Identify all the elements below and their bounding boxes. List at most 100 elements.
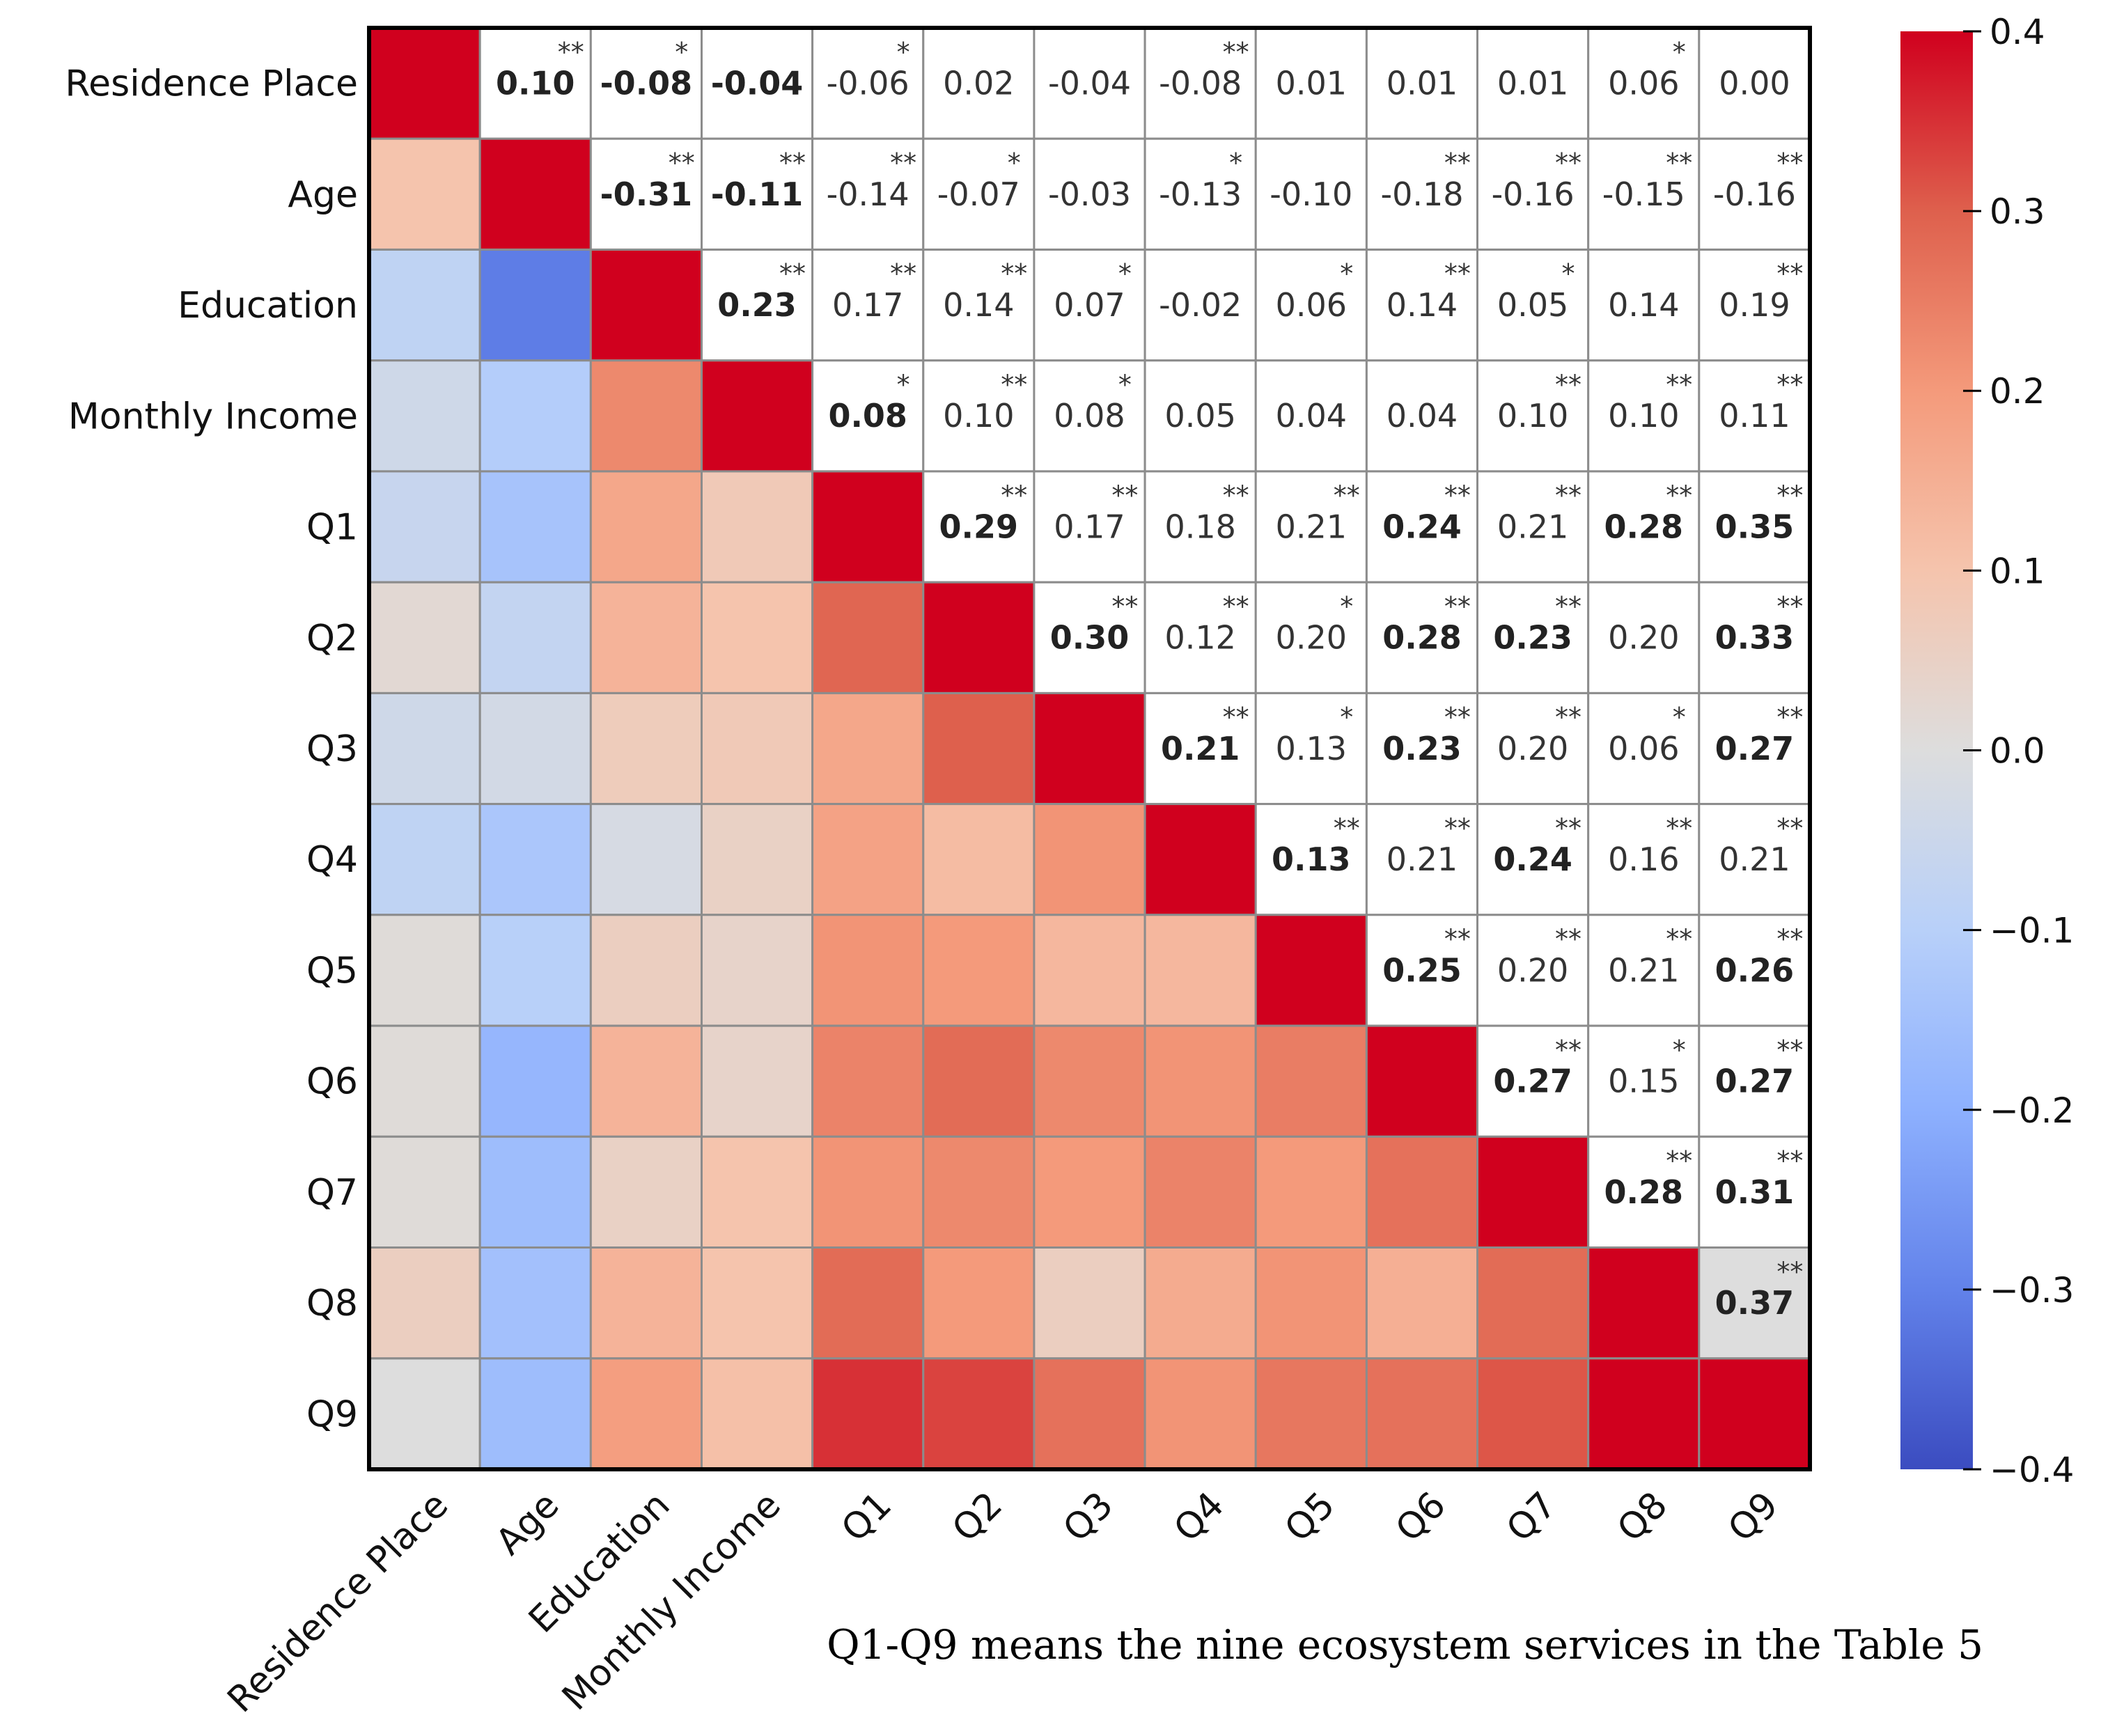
- significance-marker: *: [1340, 258, 1353, 289]
- heatmap-cell: [1476, 803, 1590, 916]
- heatmap-cell: [1365, 1357, 1479, 1471]
- y-axis-tick-labels: Residence Place Age Education Monthly Incom…: [65, 63, 358, 1436]
- heatmap-cell: [1033, 914, 1146, 1027]
- heatmap-cell: [922, 914, 1036, 1027]
- cell-value-label: 0.10: [1497, 397, 1568, 435]
- heatmap-cell: [589, 914, 703, 1027]
- heatmap-cell: [368, 581, 481, 694]
- heatmap-cell: [1254, 1357, 1368, 1471]
- significance-marker: **: [1334, 480, 1360, 511]
- heatmap-cell: [701, 1024, 814, 1138]
- heatmap-cell-labels: 0.10**-0.08*-0.04 -0.06*0.02 -0.04 -0.08**0…: [496, 37, 1803, 1322]
- significance-marker: **: [1001, 258, 1027, 289]
- heatmap-cell: [1587, 1024, 1701, 1138]
- heatmap-cell: [1698, 1246, 1811, 1360]
- significance-marker: **: [1223, 37, 1249, 68]
- cell-value-label: 0.20: [1497, 951, 1568, 989]
- heatmap-cell: [1143, 1135, 1257, 1249]
- heatmap-cell: [922, 803, 1036, 916]
- significance-marker: **: [890, 258, 916, 289]
- heatmap-cell: [589, 470, 703, 584]
- significance-marker: **: [1555, 148, 1581, 178]
- heatmap-cell: [701, 691, 814, 806]
- significance-marker: **: [1444, 148, 1471, 178]
- significance-marker: **: [1776, 813, 1803, 843]
- cell-value-label: -0.13: [1159, 175, 1242, 213]
- heatmap-cell: [1254, 249, 1368, 362]
- significance-marker: **: [1776, 1256, 1803, 1287]
- cell-value-label: 0.24: [1493, 840, 1572, 878]
- cell-value-label: 0.27: [1715, 730, 1795, 767]
- cell-value-label: 0.20: [1497, 730, 1568, 767]
- cell-value-label: 0.31: [1715, 1173, 1795, 1211]
- significance-marker: **: [1223, 702, 1249, 733]
- heatmap-cell: [811, 1357, 925, 1471]
- heatmap-cell: [811, 470, 925, 584]
- cell-value-label: 0.19: [1719, 286, 1790, 324]
- heatmap-cell: [1698, 137, 1811, 251]
- cell-value-label: 0.12: [1164, 619, 1235, 657]
- heatmap-cell: [1033, 1024, 1146, 1138]
- significance-marker: *: [1340, 702, 1353, 733]
- significance-marker: **: [1555, 813, 1581, 843]
- heatmap-cell: [811, 1246, 925, 1360]
- heatmap-cell: [1254, 1135, 1368, 1249]
- cell-value-label: 0.06: [1276, 286, 1347, 324]
- y-tick-label: Q5: [306, 951, 358, 992]
- significance-marker: **: [1001, 370, 1027, 400]
- heatmap-cell: [701, 1135, 814, 1249]
- heatmap-cell: [1033, 1246, 1146, 1360]
- y-tick-label: Q8: [306, 1283, 358, 1324]
- significance-marker: **: [1776, 258, 1803, 289]
- heatmap-cell: [1698, 1357, 1811, 1471]
- significance-marker: **: [1444, 258, 1471, 289]
- x-tick-label: Q4: [1166, 1484, 1233, 1550]
- heatmap-cell: [922, 1135, 1036, 1249]
- significance-marker: **: [1776, 148, 1803, 178]
- cell-value-label: 0.15: [1608, 1063, 1679, 1100]
- significance-marker: **: [1776, 591, 1803, 622]
- heatmap-cell: [1254, 581, 1368, 694]
- cell-value-label: 0.21: [1608, 951, 1679, 989]
- significance-marker: *: [1673, 702, 1686, 733]
- heatmap-cell: [589, 803, 703, 916]
- heatmap-cell: [701, 581, 814, 694]
- colorbar-tick-label: −0.2: [1990, 1090, 2074, 1131]
- colorbar-tick-label: 0.4: [1990, 12, 2045, 52]
- significance-marker: **: [1444, 591, 1471, 622]
- heatmap-cell: [811, 691, 925, 806]
- heatmap-cell: [922, 581, 1036, 694]
- heatmap-cell: [1587, 137, 1701, 251]
- heatmap-cell: [1254, 914, 1368, 1027]
- heatmap-cell: [368, 1135, 481, 1249]
- heatmap-cell: [478, 137, 592, 251]
- cell-value-label: 0.21: [1497, 508, 1568, 546]
- significance-marker: **: [1223, 480, 1249, 511]
- heatmap-cell: [1143, 914, 1257, 1027]
- cell-value-label: 0.06: [1608, 730, 1679, 767]
- heatmap-cell: [1033, 691, 1146, 806]
- heatmap-cell: [1365, 581, 1479, 694]
- heatmap-cell: [1143, 470, 1257, 584]
- heatmap-cell: [368, 1357, 481, 1471]
- heatmap-cell: [1365, 1024, 1479, 1138]
- heatmap-cell: [1365, 470, 1479, 584]
- cell-value-label: -0.04: [1048, 65, 1131, 102]
- significance-marker: **: [1666, 148, 1692, 178]
- heatmap-cell: [1143, 1357, 1257, 1471]
- cell-value-label: 0.13: [1276, 730, 1347, 767]
- x-tick-label: Q9: [1720, 1484, 1786, 1550]
- significance-marker: **: [1776, 702, 1803, 733]
- heatmap-cell: [701, 359, 814, 473]
- significance-marker: **: [1666, 813, 1692, 843]
- cell-value-label: -0.31: [600, 175, 693, 213]
- x-tick-label: Q1: [834, 1484, 900, 1550]
- significance-marker: **: [1555, 702, 1581, 733]
- heatmap-cell: [1476, 581, 1590, 694]
- heatmap-cell: [1476, 249, 1590, 362]
- heatmap-cell: [368, 1246, 481, 1360]
- cell-value-label: 0.23: [1493, 619, 1572, 657]
- heatmap-cell: [1476, 137, 1590, 251]
- significance-marker: **: [1776, 1035, 1803, 1065]
- colorbar: [1900, 31, 1973, 1469]
